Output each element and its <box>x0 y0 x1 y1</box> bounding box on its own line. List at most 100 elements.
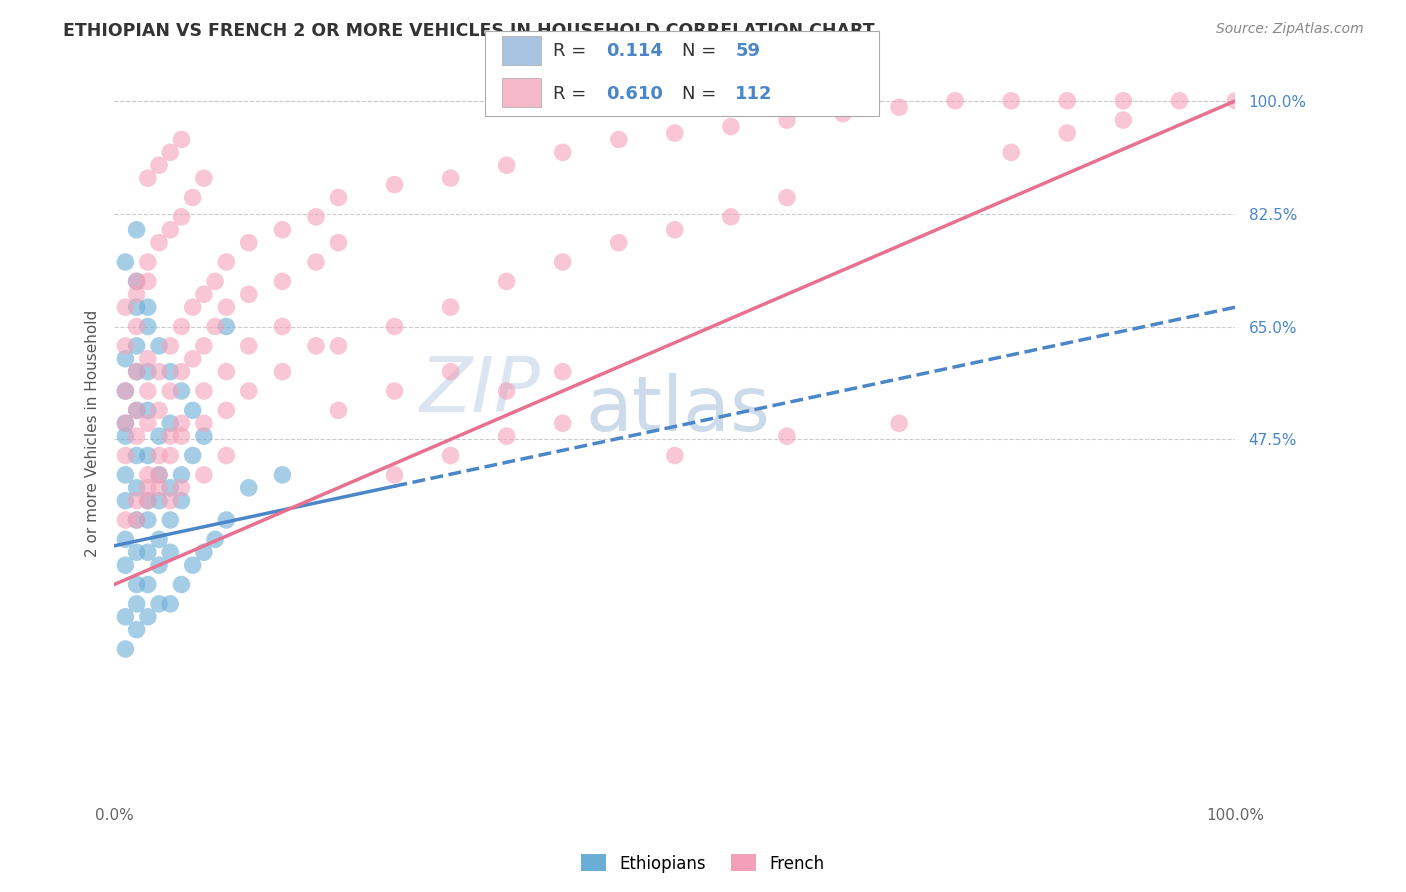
Point <box>170 481 193 495</box>
Point <box>136 274 159 288</box>
Point <box>125 274 148 288</box>
Text: N =: N = <box>682 42 721 61</box>
Point <box>1056 94 1078 108</box>
Point <box>1168 94 1191 108</box>
Point <box>181 351 204 366</box>
Point <box>125 274 148 288</box>
Point <box>204 319 226 334</box>
Point <box>204 274 226 288</box>
Point <box>148 339 170 353</box>
Point <box>125 513 148 527</box>
Point <box>148 235 170 250</box>
Point <box>551 365 574 379</box>
Point <box>271 467 294 482</box>
Point <box>1000 145 1022 160</box>
Point <box>136 577 159 591</box>
Point <box>125 365 148 379</box>
Point <box>215 403 238 417</box>
Point <box>159 429 181 443</box>
Text: 0.610: 0.610 <box>606 85 662 103</box>
Point <box>384 178 406 192</box>
Point <box>125 513 148 527</box>
Point <box>551 255 574 269</box>
Point <box>125 287 148 301</box>
Text: N =: N = <box>682 85 721 103</box>
Point <box>159 545 181 559</box>
Point <box>136 300 159 314</box>
Point <box>238 384 260 398</box>
Point <box>159 513 181 527</box>
Point <box>159 365 181 379</box>
Point <box>148 467 170 482</box>
Point <box>125 300 148 314</box>
Point <box>204 533 226 547</box>
Point <box>114 429 136 443</box>
Point <box>215 365 238 379</box>
Point <box>170 577 193 591</box>
Point <box>170 493 193 508</box>
Point <box>114 533 136 547</box>
Point <box>114 493 136 508</box>
Point <box>114 513 136 527</box>
Point <box>136 319 159 334</box>
Point <box>384 384 406 398</box>
Point <box>170 319 193 334</box>
Point <box>193 287 215 301</box>
Point <box>114 417 136 431</box>
Point <box>136 384 159 398</box>
Point <box>305 339 328 353</box>
Point <box>170 210 193 224</box>
Point <box>193 339 215 353</box>
Point <box>887 417 910 431</box>
Point <box>215 300 238 314</box>
Point <box>495 384 517 398</box>
Point <box>125 623 148 637</box>
Point <box>607 235 630 250</box>
Point <box>238 235 260 250</box>
Point <box>495 274 517 288</box>
Point <box>181 190 204 204</box>
Point <box>114 449 136 463</box>
Point <box>776 429 799 443</box>
Point <box>136 449 159 463</box>
Point <box>215 449 238 463</box>
Point <box>148 158 170 172</box>
Point <box>181 403 204 417</box>
Point <box>159 481 181 495</box>
Point <box>384 467 406 482</box>
Point <box>238 339 260 353</box>
Point <box>193 545 215 559</box>
Point <box>114 558 136 573</box>
Point <box>159 384 181 398</box>
Point <box>125 339 148 353</box>
Point <box>125 403 148 417</box>
Point <box>193 467 215 482</box>
Point <box>148 558 170 573</box>
Point <box>384 319 406 334</box>
Point <box>439 449 461 463</box>
Point <box>136 403 159 417</box>
Point <box>114 384 136 398</box>
Point <box>136 351 159 366</box>
Point <box>439 171 461 186</box>
Point <box>114 417 136 431</box>
Point <box>125 493 148 508</box>
Point <box>114 642 136 657</box>
Point <box>887 100 910 114</box>
Point <box>148 429 170 443</box>
Point <box>136 493 159 508</box>
Point <box>136 467 159 482</box>
Point <box>193 429 215 443</box>
Legend: Ethiopians, French: Ethiopians, French <box>575 847 831 880</box>
Point <box>181 558 204 573</box>
Point <box>148 403 170 417</box>
Point <box>125 365 148 379</box>
Point <box>170 429 193 443</box>
Point <box>136 417 159 431</box>
Point <box>607 132 630 146</box>
Point <box>136 545 159 559</box>
Point <box>1112 113 1135 128</box>
Point <box>159 449 181 463</box>
Point <box>193 171 215 186</box>
Text: 0.114: 0.114 <box>606 42 662 61</box>
